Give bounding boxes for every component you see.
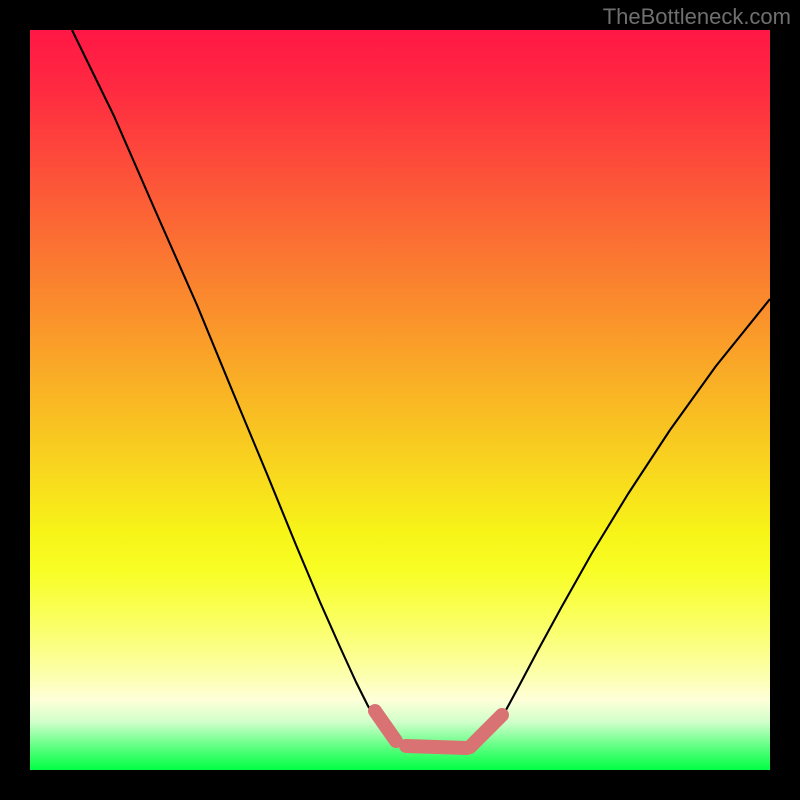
bottleneck-curve xyxy=(72,30,770,751)
highlight-marker-0 xyxy=(375,711,396,741)
highlight-marker-1 xyxy=(406,746,467,748)
chart-svg xyxy=(0,0,800,800)
highlight-marker-2 xyxy=(470,715,502,747)
watermark-text: TheBottleneck.com xyxy=(603,4,791,30)
